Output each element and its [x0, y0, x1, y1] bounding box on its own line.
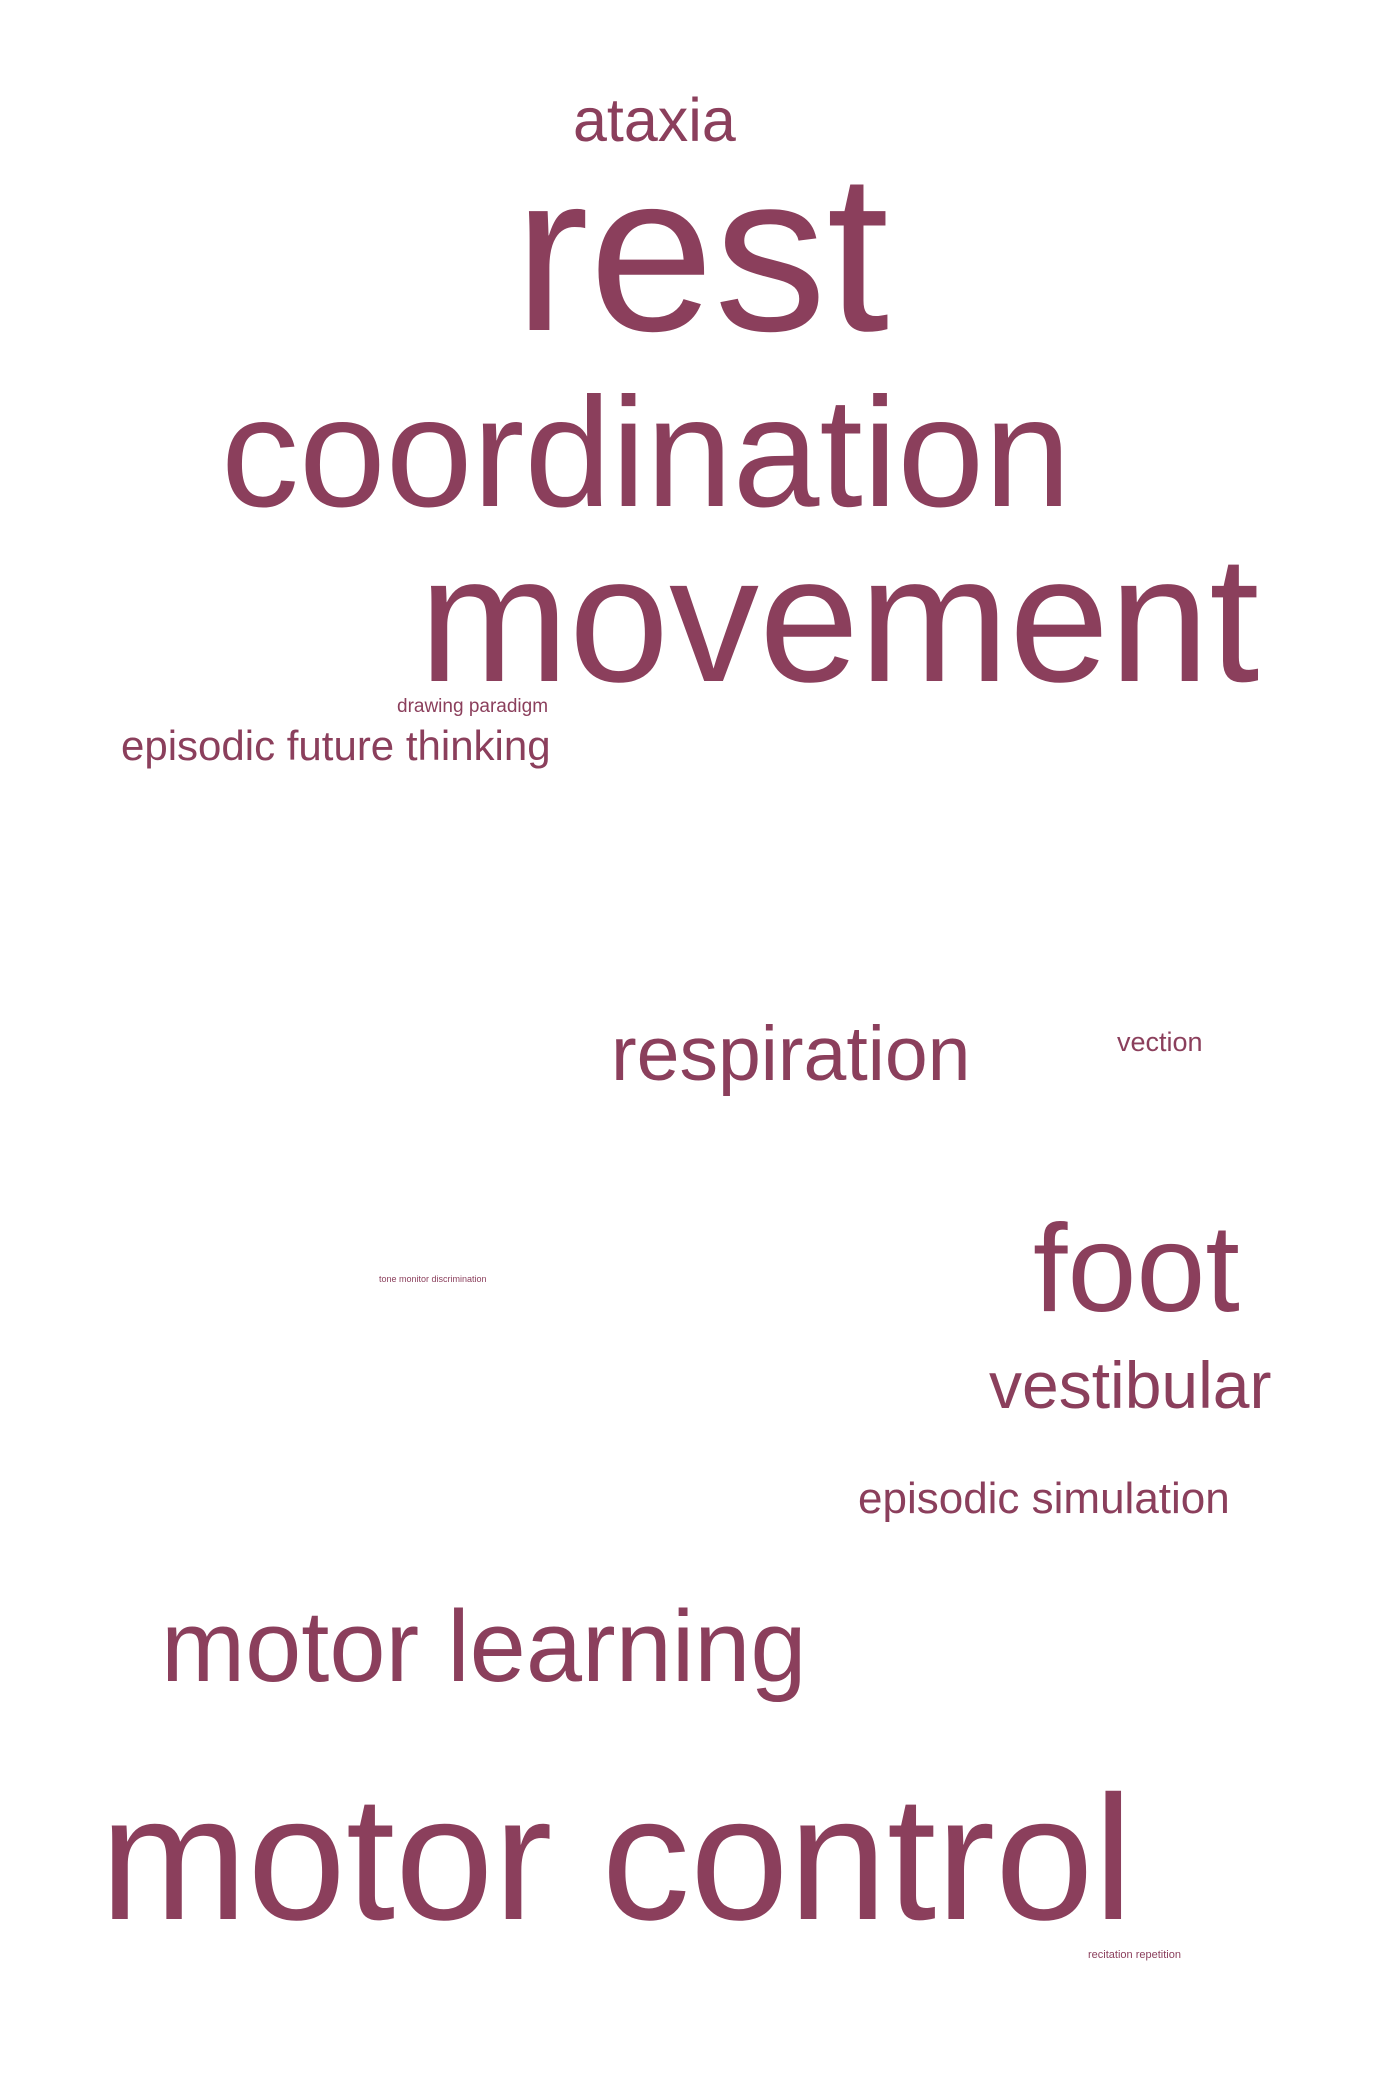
- word-motor-learning: motor learning: [161, 1591, 807, 1703]
- word-vestibular: vestibular: [989, 1348, 1272, 1422]
- word-respiration: respiration: [611, 1011, 971, 1097]
- word-motor-control: motor control: [100, 1759, 1133, 1957]
- word-ataxia: ataxia: [573, 86, 736, 154]
- word-vection: vection: [1117, 1027, 1203, 1057]
- word-movement: movement: [419, 519, 1260, 720]
- word-recitation-repetition: recitation repetition: [1088, 1949, 1181, 1961]
- word-rest: rest: [514, 126, 890, 378]
- word-episodic-simulation: episodic simulation: [858, 1474, 1230, 1523]
- word-episodic-future-thinking: episodic future thinking: [121, 722, 551, 769]
- word-foot: foot: [1033, 1200, 1240, 1338]
- word-drawing-paradigm: drawing paradigm: [397, 696, 549, 717]
- word-tone-monitor-discrimination: tone monitor discrimination: [379, 1274, 487, 1284]
- word-coordination: coordination: [221, 366, 1071, 540]
